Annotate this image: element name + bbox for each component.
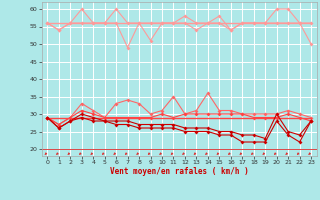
- X-axis label: Vent moyen/en rafales ( km/h ): Vent moyen/en rafales ( km/h ): [110, 167, 249, 176]
